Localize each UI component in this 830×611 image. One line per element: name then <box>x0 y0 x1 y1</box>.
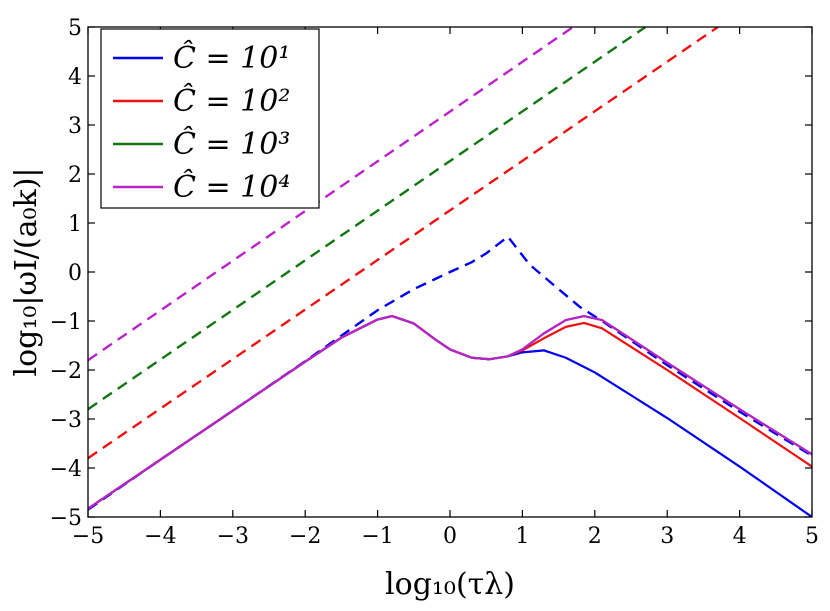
series-line-6-solid <box>88 315 812 510</box>
x-tick-label: 1 <box>515 524 529 549</box>
x-tick-label: 0 <box>443 524 457 549</box>
y-tick-label: −2 <box>50 359 82 384</box>
x-tick-label: 5 <box>805 524 819 549</box>
x-axis-label: log₁₀(τλ) <box>385 567 515 602</box>
x-tick-label: −4 <box>144 524 176 549</box>
x-tick-label: −2 <box>289 524 321 549</box>
x-tick-label: 3 <box>660 524 674 549</box>
x-tick-label: 2 <box>588 524 602 549</box>
series-line-5-solid <box>88 315 812 517</box>
y-tick-label: 2 <box>68 163 82 188</box>
series-line-8-solid <box>88 315 812 510</box>
series-line-7-solid <box>88 315 812 510</box>
y-tick-label: 4 <box>68 65 82 90</box>
series-line-1-dashed <box>88 235 812 511</box>
y-tick-label: −3 <box>50 408 82 433</box>
series-line-4-dashed <box>88 27 574 362</box>
x-tick-label: −5 <box>72 524 104 549</box>
y-tick-label: 1 <box>68 212 82 237</box>
y-axis-label: log₁₀|ωI/(a₀k)| <box>9 167 44 376</box>
y-tick-label: 0 <box>68 261 82 286</box>
series-line-3-dashed <box>88 27 647 411</box>
x-tick-label: 4 <box>733 524 747 549</box>
y-tick-label: 5 <box>68 16 82 41</box>
series-layer <box>88 27 812 517</box>
legend: Ĉ = 10¹ Ĉ = 10² Ĉ = 10³ Ĉ = 10⁴ <box>100 28 320 209</box>
y-tick-label: −1 <box>50 310 82 335</box>
x-tick-label: −1 <box>361 524 393 549</box>
ticks-layer: −5 −4 −3 −2 −1 0 1 2 3 4 5 −5 −4 −3 −2 −1 0 1 2 3 4 5 <box>50 16 819 549</box>
legend-label: Ĉ = 10⁴ <box>173 169 290 205</box>
legend-label: Ĉ = 10² <box>173 83 290 119</box>
y-tick-label: 3 <box>68 114 82 139</box>
y-tick-label: −4 <box>50 457 82 482</box>
legend-label: Ĉ = 10³ <box>173 126 290 162</box>
series-line-2-dashed <box>88 27 719 460</box>
x-tick-label: −3 <box>217 524 249 549</box>
y-tick-label: −5 <box>50 506 82 531</box>
legend-label: Ĉ = 10¹ <box>173 40 290 76</box>
